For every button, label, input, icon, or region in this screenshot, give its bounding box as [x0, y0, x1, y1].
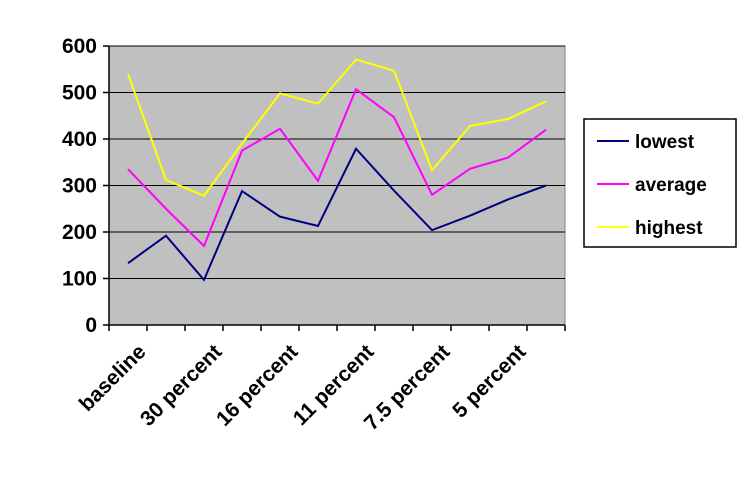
series-line-lowest [127, 147, 547, 282]
y-tick-label: 400 [62, 128, 97, 151]
legend-label-lowest: lowest [635, 132, 695, 153]
series-lines [127, 58, 547, 282]
y-tick-label: 500 [62, 82, 97, 105]
gridlines [109, 45, 565, 279]
legend: lowest average highest [583, 118, 737, 248]
x-tick-label: 5 percent [448, 340, 530, 422]
y-axis-tick-labels: 0 100 200 300 400 500 600 [62, 35, 97, 337]
legend-label-average: average [635, 175, 707, 196]
y-tick-label: 100 [62, 268, 97, 291]
x-tick-label: baseline [75, 340, 151, 416]
axes [103, 45, 566, 331]
y-tick-label: 300 [62, 175, 97, 198]
series-line-highest [127, 58, 547, 197]
y-tick-label: 200 [62, 221, 97, 244]
x-tick-label: 16 percent [212, 340, 303, 431]
series-line-average [127, 87, 547, 248]
x-tick-label: 30 percent [136, 340, 227, 431]
y-tick-label: 0 [85, 314, 97, 337]
legend-label-highest: highest [635, 218, 703, 239]
y-tick-label: 600 [62, 35, 97, 58]
